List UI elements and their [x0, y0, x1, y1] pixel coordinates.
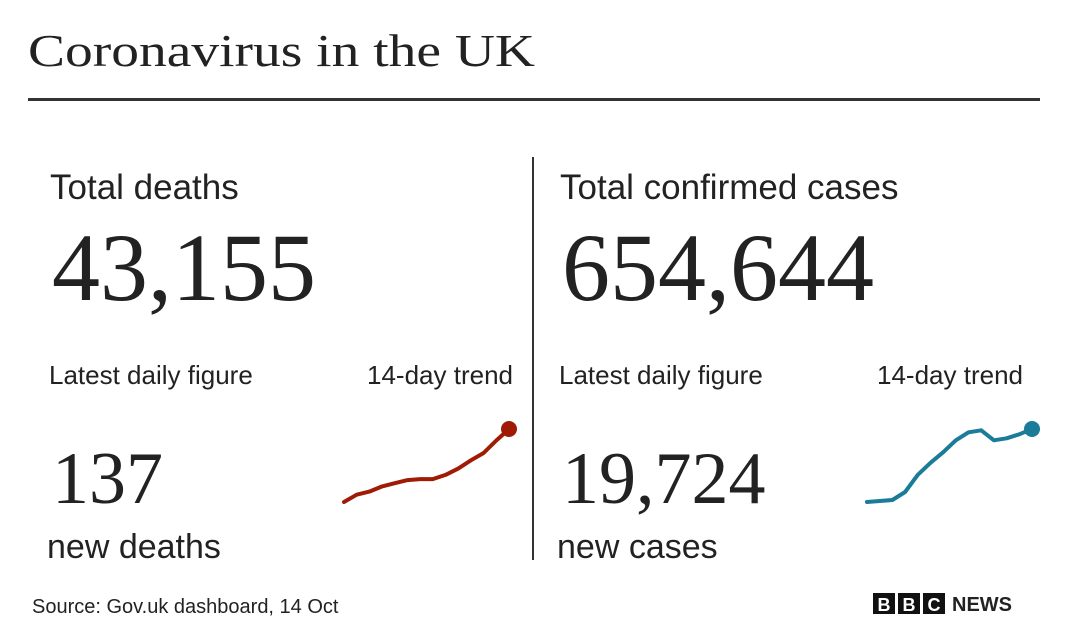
daily-label: Latest daily figure	[559, 360, 763, 390]
trend-label: 14-day trend	[367, 360, 513, 390]
bbc-news-logo: B B C NEWS	[873, 593, 1012, 616]
panel-label: Total confirmed cases	[560, 168, 898, 207]
logo-suffix: NEWS	[952, 594, 1012, 616]
logo-block	[873, 593, 895, 614]
divider	[532, 157, 534, 560]
daily-label: Latest daily figure	[49, 360, 253, 390]
total-figure: 654,644	[562, 214, 874, 321]
logo-block	[898, 593, 920, 614]
daily-unit: new deaths	[47, 528, 221, 566]
logo-letter: B	[878, 595, 891, 615]
daily-figure: 137	[52, 438, 163, 520]
trend-line	[865, 427, 1034, 504]
logo-letter: C	[928, 595, 941, 615]
trend-end-dot	[1024, 421, 1040, 437]
source: Source: Gov.uk dashboard, 14 Oct	[32, 596, 339, 618]
trend-end-dot	[501, 421, 517, 437]
daily-unit: new cases	[557, 528, 718, 566]
panel-label: Total deaths	[50, 168, 239, 207]
trend-line	[342, 427, 511, 504]
logo-letter: B	[903, 595, 916, 615]
title-rule	[28, 98, 1040, 101]
total-figure: 43,155	[52, 214, 316, 321]
daily-figure: 19,724	[562, 438, 766, 520]
logo-block	[923, 593, 945, 614]
title: Coronavirus in the UK	[28, 25, 535, 76]
trend-label: 14-day trend	[877, 360, 1023, 390]
